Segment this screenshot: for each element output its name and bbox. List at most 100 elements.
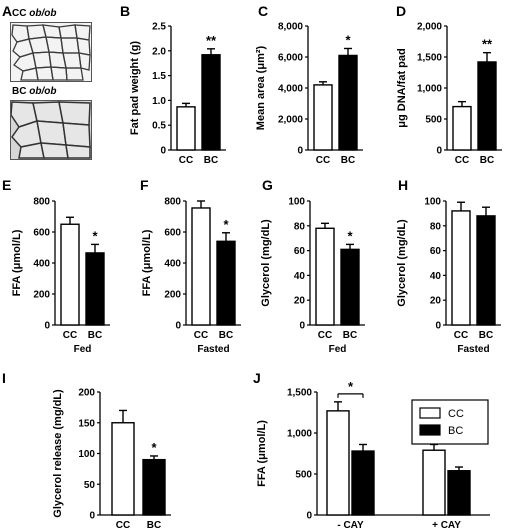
bar-B-BC	[201, 54, 221, 151]
y-tick-label-H: 100	[424, 197, 441, 208]
y-axis-label-H: Glycerol (mg/dL)	[396, 219, 408, 307]
panel-label-D: D	[396, 3, 406, 19]
y-tick-label-B: 2.5	[152, 22, 166, 33]
x-tick-label-J: - CAY	[337, 520, 364, 531]
x-tick-label-I: BC	[147, 520, 161, 531]
y-tick-label-I: 150	[78, 418, 95, 429]
y-tick-label-C: 6,000	[278, 53, 303, 64]
y-axis-label-I: Glycerol release (mg/dL)	[52, 389, 64, 518]
y-tick-label-B: 0.5	[152, 121, 166, 132]
significance-marker-J: *	[348, 379, 354, 394]
y-tick-label-C: 2,000	[278, 115, 303, 126]
y-tick-label-J: 1,500	[287, 388, 312, 399]
bar-G-BC	[340, 248, 360, 326]
x-tick-label-C: CC	[316, 155, 330, 166]
bar-F-CC	[191, 207, 211, 326]
micrograph-label-bc: BC ob/ob	[12, 86, 57, 97]
y-tick-label-F: 800	[164, 197, 181, 208]
bar-I-CC	[111, 422, 135, 516]
legend-swatch-CC	[419, 407, 441, 419]
bar-J-BC	[351, 450, 375, 516]
y-tick-label-I: 200	[78, 388, 95, 399]
y-tick-label-G: 40	[294, 271, 306, 282]
x-tick-label-J: + CAY	[432, 520, 461, 531]
legend-box	[411, 399, 489, 445]
significance-marker-I: *	[151, 440, 157, 455]
panel-label-J: J	[253, 370, 261, 386]
significance-marker-C: *	[345, 32, 351, 47]
x-tick-label-B: CC	[179, 155, 193, 166]
y-tick-label-I: 0	[89, 511, 95, 522]
bar-C-CC	[313, 84, 333, 151]
y-tick-label-F: 0	[175, 321, 181, 332]
y-tick-label-H: 20	[430, 296, 442, 307]
y-tick-label-E: 200	[33, 290, 50, 301]
y-tick-label-D: 1,000	[417, 84, 442, 95]
x-tick-label-D: BC	[480, 155, 494, 166]
x-tick-label-F: CC	[194, 330, 208, 341]
x-tick-label-E: CC	[63, 330, 77, 341]
panel-label-I: I	[2, 370, 6, 386]
y-tick-label-D: 1,500	[417, 53, 442, 64]
panel-label-B: B	[120, 3, 130, 19]
x-tick-label-B: BC	[204, 155, 218, 166]
legend-label-BC: BC	[448, 425, 463, 437]
y-tick-label-H: 60	[430, 246, 442, 257]
panel-label-F: F	[140, 177, 149, 193]
adipocyte-image-bc	[11, 101, 91, 159]
micrograph-label-cc: CC ob/ob	[12, 8, 57, 19]
x-tick-label-F: BC	[219, 330, 233, 341]
bar-E-BC	[85, 252, 105, 326]
x-tick-label-C: BC	[341, 155, 355, 166]
significance-marker-D: **	[482, 37, 493, 52]
y-tick-label-H: 0	[435, 321, 441, 332]
legend-label-CC: CC	[448, 408, 464, 420]
y-tick-label-G: 0	[299, 321, 305, 332]
y-tick-label-G: 80	[294, 221, 306, 232]
bar-G-CC	[315, 227, 335, 326]
panel-label-G: G	[262, 177, 273, 193]
y-axis-label-F: FFA (μmol/L)	[141, 229, 153, 296]
y-axis-label-B: Fat pad weight (g)	[129, 41, 141, 135]
bar-E-CC	[60, 223, 80, 326]
x-tick-label-E: BC	[88, 330, 102, 341]
y-axis-label-C: Mean area (μm²)	[255, 45, 267, 130]
y-tick-label-F: 200	[164, 290, 181, 301]
x-axis-label-E: Fed	[74, 344, 92, 355]
y-tick-label-G: 100	[288, 197, 305, 208]
y-axis-label-J: FFA (μmol/L)	[256, 420, 268, 487]
x-axis-label-F: Fasted	[197, 344, 229, 355]
bar-J-BC	[447, 470, 471, 516]
x-tick-label-H: CC	[454, 330, 468, 341]
bar-J-CC	[422, 449, 446, 516]
bar-H-BC	[476, 215, 496, 326]
x-tick-label-G: BC	[343, 330, 357, 341]
y-tick-label-C: 4,000	[278, 84, 303, 95]
x-axis-label-H: Fasted	[457, 344, 489, 355]
significance-marker-F: *	[223, 217, 229, 232]
y-tick-label-I: 50	[84, 480, 96, 491]
bar-I-BC	[142, 458, 166, 516]
y-axis-label-G: Glycerol (mg/dL)	[260, 219, 272, 307]
y-tick-label-J: 1,000	[287, 429, 312, 440]
panel-label-C: C	[258, 3, 268, 19]
bar-D-BC	[477, 61, 497, 151]
bar-C-BC	[338, 54, 358, 151]
y-tick-label-G: 60	[294, 246, 306, 257]
adipocyte-image-cc	[11, 23, 91, 81]
y-tick-label-J: 500	[295, 470, 312, 481]
y-tick-label-H: 40	[430, 271, 442, 282]
y-tick-label-B: 2.0	[152, 46, 166, 57]
y-tick-label-B: 1.0	[152, 96, 166, 107]
bar-D-CC	[452, 105, 472, 151]
y-tick-label-J: 0	[306, 511, 312, 522]
panel-label-E: E	[2, 177, 11, 193]
y-tick-label-E: 400	[33, 259, 50, 270]
y-axis-label-D: μg DNA/fat pad	[396, 48, 408, 127]
x-tick-label-I: CC	[116, 520, 130, 531]
y-tick-label-B: 1.5	[152, 71, 166, 82]
bar-J-CC	[326, 410, 350, 516]
y-tick-label-I: 100	[78, 449, 95, 460]
significance-marker-B: **	[206, 33, 217, 48]
